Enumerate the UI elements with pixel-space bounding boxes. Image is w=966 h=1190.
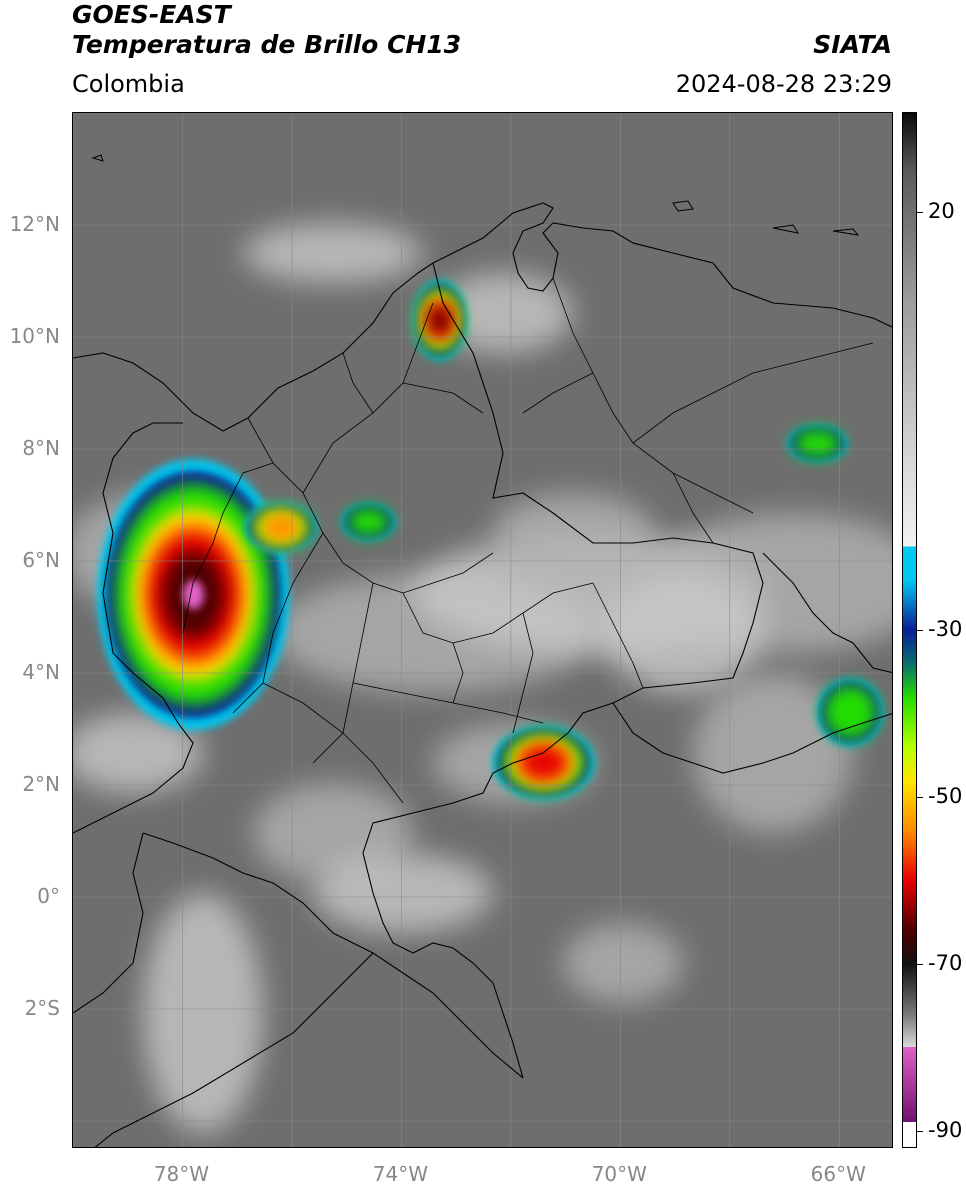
lat-label: 6°N [22, 548, 60, 572]
colorbar-tick [917, 212, 923, 214]
lon-label: 74°W [372, 1162, 429, 1186]
lat-label: 8°N [22, 436, 60, 460]
border-colombia-peru [142, 832, 524, 1079]
venezuela-state-borders [522, 277, 874, 544]
cloud-mass-5 [433, 273, 573, 353]
datetime-label: 2024-08-28 23:29 [675, 70, 892, 98]
title-right-block: SIATA 2024-08-28 23:29 [676, 30, 892, 100]
map-canvas [73, 113, 892, 1147]
lat-label: 4°N [22, 660, 60, 684]
colorbar-label: 20 [928, 199, 955, 224]
title-block: GOES-EAST Temperatura de Brillo CH13 Col… [72, 0, 461, 100]
colorbar-label: -70 [928, 951, 963, 976]
caribbean-storm [412, 280, 467, 361]
lon-label: 78°W [153, 1162, 210, 1186]
colorbar-label: -30 [928, 617, 963, 641]
border-venezuela-guyana [762, 552, 892, 674]
cloud-mass-6 [493, 493, 653, 573]
lat-label: 2°S [24, 996, 60, 1020]
colorbar-tick [917, 630, 923, 631]
cloud-mass-13 [313, 853, 493, 933]
islands [91, 154, 860, 236]
lon-label: 70°W [591, 1162, 647, 1186]
llanos-storm [492, 725, 595, 800]
border-colombia-brazil [362, 732, 569, 1079]
colorbar-tick [917, 797, 923, 799]
border-brazil-peru [94, 952, 374, 1147]
cloud-mass-10 [563, 923, 683, 1003]
colorbar [902, 112, 917, 1148]
colorbar-label: -50 [928, 784, 963, 809]
lat-label: 10°N [9, 324, 60, 348]
dept-borders-b [182, 352, 644, 734]
agency-label: SIATA [813, 30, 892, 59]
border-venezuela-brazil [612, 702, 892, 774]
cloud-background [73, 223, 892, 1133]
venezuela-storm-east [817, 678, 884, 747]
lat-label: 12°N [9, 212, 60, 236]
dept-borders-a [232, 302, 594, 804]
border-colombia-venezuela [432, 262, 764, 734]
cloud-mass-12 [693, 673, 853, 833]
product-title: Temperatura de Brillo CH13 [72, 30, 462, 59]
lat-label: 0° [37, 884, 60, 908]
coastline-caribbean [73, 202, 892, 432]
colorbar-tick [917, 1131, 923, 1133]
coastline-pacific [73, 422, 194, 834]
cloud-mass-11 [243, 223, 423, 283]
santander-storm [341, 503, 396, 541]
satellite-title: GOES-EAST [72, 0, 231, 29]
political-borders [73, 154, 892, 1147]
satellite-map[interactable] [72, 112, 893, 1148]
cloud-mass-9 [143, 893, 263, 1133]
colorbar-tick [917, 964, 923, 966]
cloud-mass-7 [603, 573, 763, 693]
venezuela-storm-north [787, 424, 848, 462]
antioquia-storm [244, 502, 318, 553]
colorbar-label: -90 [928, 1118, 963, 1143]
cloud-mass-1 [73, 713, 203, 793]
border-ecuador-peru [73, 832, 144, 1014]
graticule [73, 113, 892, 1147]
region-label: Colombia [72, 70, 185, 98]
lon-label: 66°W [810, 1162, 866, 1186]
lat-label: 2°N [22, 772, 60, 796]
pacific-storm [97, 459, 290, 731]
